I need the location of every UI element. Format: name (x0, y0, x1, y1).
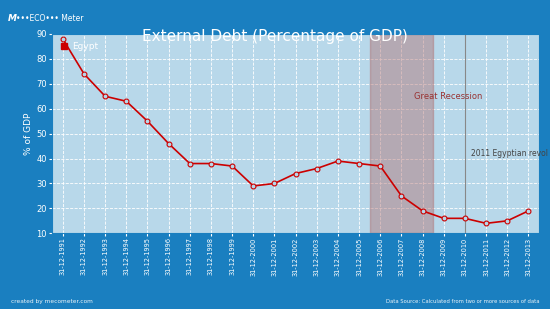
Text: M: M (8, 14, 17, 23)
Text: 2011 Egyptian revol: 2011 Egyptian revol (471, 149, 548, 158)
Y-axis label: % of GDP: % of GDP (24, 112, 34, 155)
Text: Great Recession: Great Recession (414, 92, 482, 101)
Text: Data Source: Calculated from two or more sources of data: Data Source: Calculated from two or more… (386, 299, 539, 304)
Text: External Debt (Percentage of GDP): External Debt (Percentage of GDP) (142, 29, 408, 44)
Bar (370, 34, 433, 233)
Legend: Egypt: Egypt (57, 39, 102, 55)
Text: •••ECO••• Meter: •••ECO••• Meter (16, 14, 84, 23)
Text: created by mecometer.com: created by mecometer.com (11, 299, 93, 304)
